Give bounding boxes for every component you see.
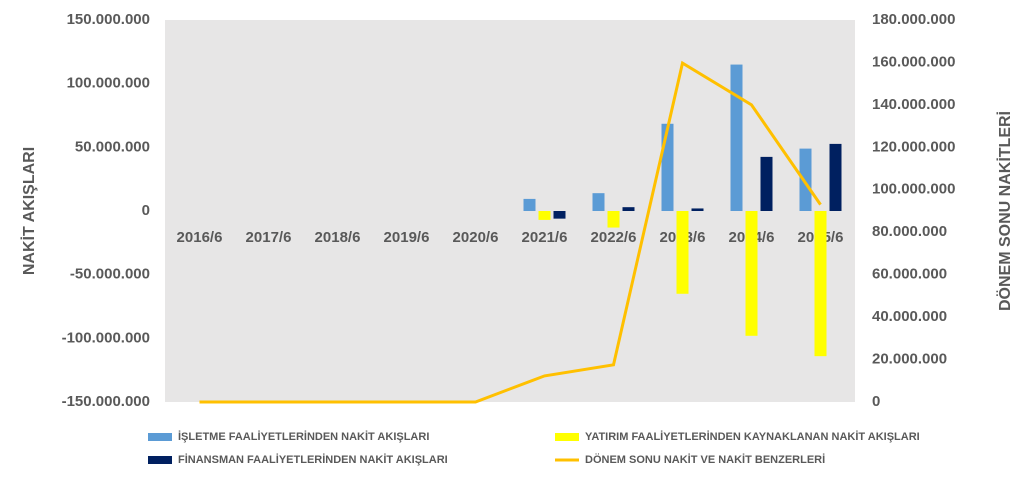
bar bbox=[799, 148, 812, 211]
y-tick-label: 50.000.000 bbox=[75, 138, 150, 155]
y-tick-label: 100.000.000 bbox=[67, 75, 150, 92]
bar bbox=[745, 211, 758, 336]
y-tick-label: 150.000.000 bbox=[67, 11, 150, 28]
y-tick-label: -100.000.000 bbox=[62, 329, 150, 346]
y-tick-label: 0 bbox=[142, 202, 150, 219]
x-tick-label: 2017/6 bbox=[246, 229, 292, 246]
y2-tick-label: 60.000.000 bbox=[872, 266, 947, 283]
y2-tick-label: 180.000.000 bbox=[872, 11, 955, 28]
bar bbox=[730, 64, 743, 211]
y2-tick-label: 160.000.000 bbox=[872, 53, 955, 70]
y-tick-label: -50.000.000 bbox=[70, 266, 150, 283]
bar bbox=[592, 193, 605, 211]
y-axis-title: NAKİT AKIŞLARI bbox=[20, 147, 38, 275]
y2-tick-label: 140.000.000 bbox=[872, 96, 955, 113]
x-tick-label: 2016/6 bbox=[177, 229, 223, 246]
y2-tick-label: 40.000.000 bbox=[872, 308, 947, 325]
legend-swatch bbox=[148, 456, 172, 464]
legend-label: İŞLETME FAALİYETLERİNDEN NAKİT AKIŞLARI bbox=[178, 430, 429, 443]
bar bbox=[553, 211, 566, 219]
y2-axis-title: DÖNEM SONU NAKİTLERİ bbox=[995, 111, 1014, 311]
bar bbox=[523, 198, 536, 211]
x-tick-label: 2018/6 bbox=[315, 229, 361, 246]
legend-label: DÖNEM SONU NAKİT VE NAKİT BENZERLERİ bbox=[585, 453, 825, 466]
bar bbox=[622, 207, 635, 211]
bar bbox=[829, 143, 842, 211]
x-tick-label: 2019/6 bbox=[384, 229, 430, 246]
bar bbox=[676, 211, 689, 294]
bar bbox=[760, 156, 773, 211]
bar bbox=[814, 211, 827, 357]
y2-tick-label: 100.000.000 bbox=[872, 181, 955, 198]
legend-swatch bbox=[555, 433, 579, 441]
y2-tick-label: 80.000.000 bbox=[872, 223, 947, 240]
y-tick-label: -150.000.000 bbox=[62, 393, 150, 410]
x-tick-label: 2021/6 bbox=[522, 229, 568, 246]
bar bbox=[538, 211, 551, 220]
bar bbox=[607, 211, 620, 228]
bar bbox=[691, 208, 704, 211]
line-series bbox=[199, 60, 822, 404]
x-tick-label: 2022/6 bbox=[591, 229, 637, 246]
legend-swatch bbox=[148, 433, 172, 441]
legend-label: FİNANSMAN FAALİYETLERİNDEN NAKİT AKIŞLAR… bbox=[178, 453, 448, 466]
y2-tick-label: 120.000.000 bbox=[872, 138, 955, 155]
legend-label: YATIRIM FAALİYETLERİNDEN KAYNAKLANAN NAK… bbox=[585, 430, 920, 443]
x-tick-label: 2020/6 bbox=[453, 229, 499, 246]
y2-tick-label: 20.000.000 bbox=[872, 351, 947, 368]
bar bbox=[661, 123, 674, 211]
y2-tick-label: 0 bbox=[872, 393, 880, 410]
